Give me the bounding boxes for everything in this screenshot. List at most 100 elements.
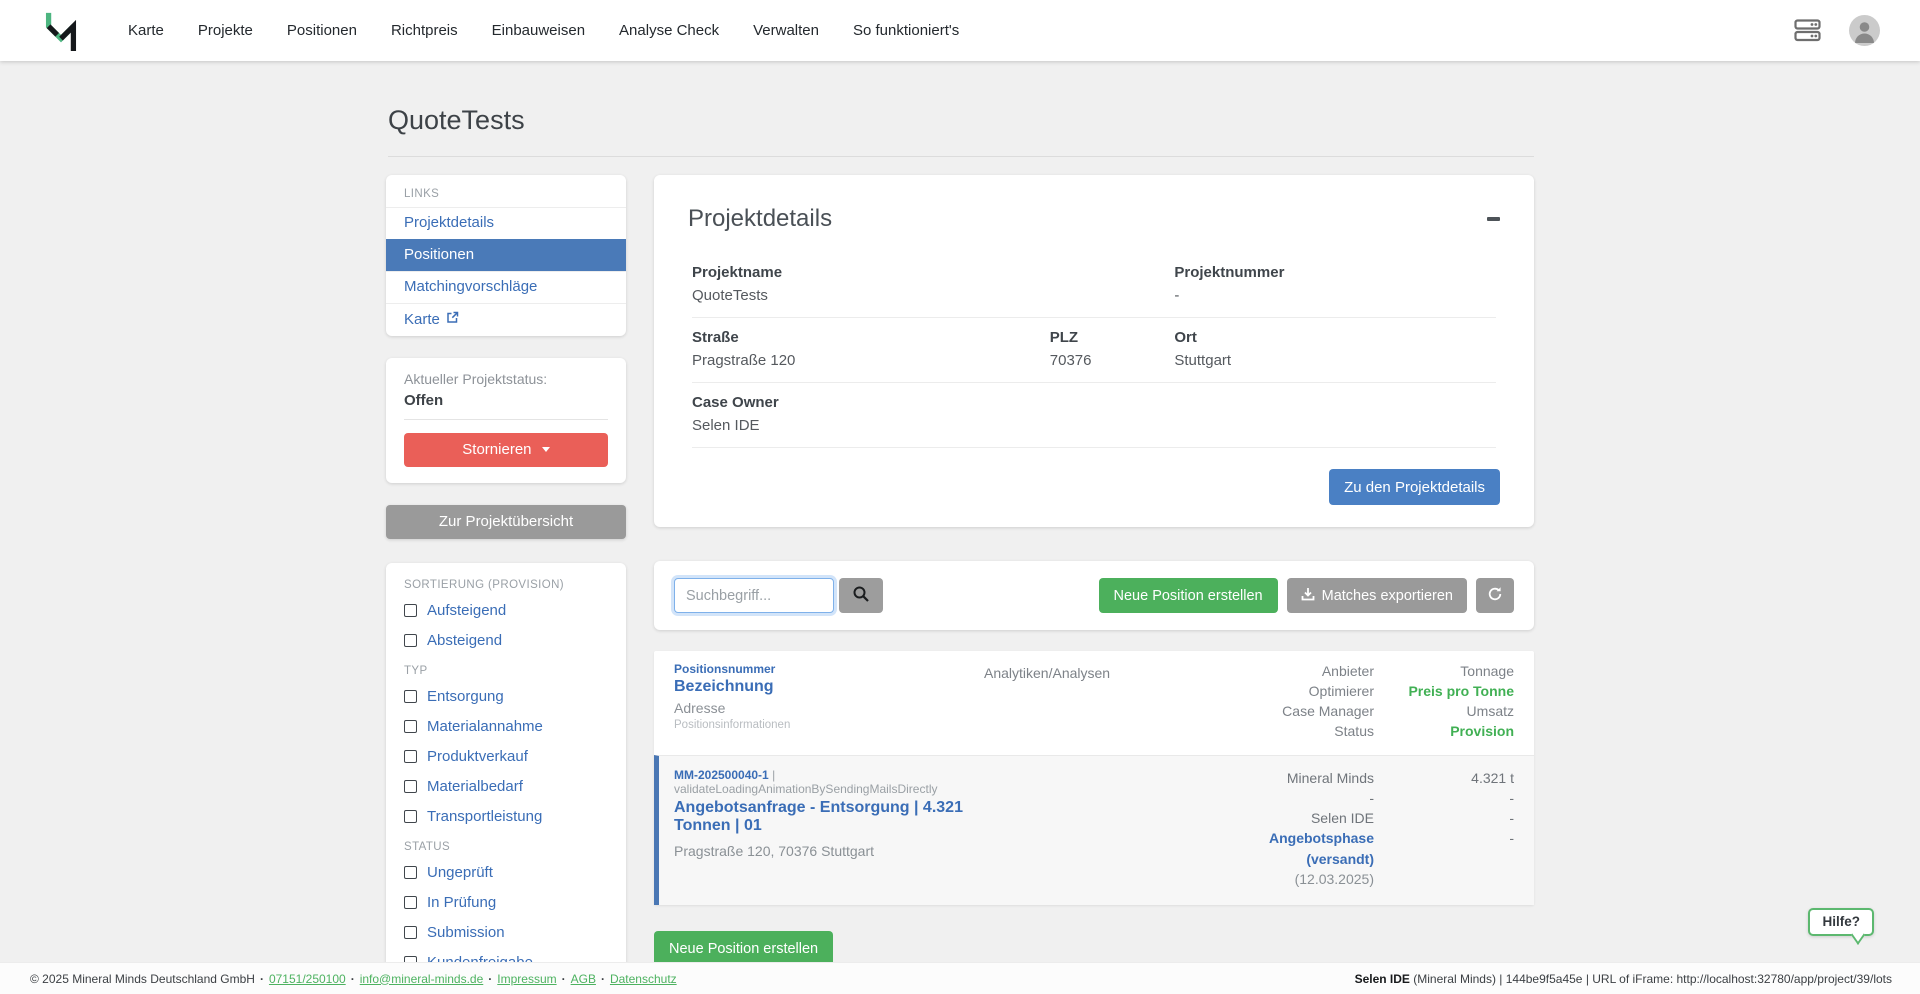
nav-item-so-funktionierts[interactable]: So funktioniert's — [852, 22, 960, 39]
filter-aufsteigend[interactable]: Aufsteigend — [404, 602, 608, 619]
position-umsatz: - — [1509, 810, 1514, 827]
links-card: LINKS Projektdetails Positionen Matching… — [386, 175, 626, 336]
col-umsatz: Umsatz — [1466, 702, 1514, 719]
datenschutz-link[interactable]: Datenschutz — [609, 971, 677, 986]
mineral-minds-logo[interactable] — [42, 10, 80, 52]
plz-value: 70376 — [1049, 352, 1092, 369]
nav-item-analyse-check[interactable]: Analyse Check — [619, 22, 720, 39]
collapse-icon[interactable] — [1487, 217, 1500, 221]
sidebar-item-matchingvorschlaege[interactable]: Matchingvorschläge — [386, 271, 626, 303]
project-details-card: Projektdetails Projektname QuoteTests Pr… — [654, 175, 1534, 527]
project-details-title: Projektdetails — [688, 205, 833, 232]
user-avatar-icon[interactable] — [1849, 15, 1880, 46]
sidebar-item-label[interactable]: Projektdetails — [404, 214, 495, 231]
filter-label: Materialbedarf — [427, 777, 523, 795]
links-card-header: LINKS — [404, 188, 440, 200]
field-row: Projektname QuoteTests Projektnummer - — [692, 253, 1496, 318]
filter-submission[interactable]: Submission — [404, 924, 608, 941]
filter-label: Submission — [427, 923, 505, 941]
refresh-button[interactable] — [1476, 578, 1514, 613]
search-input[interactable] — [674, 578, 834, 613]
filter-materialannahme[interactable]: Materialannahme — [404, 718, 608, 735]
field-row: Straße Pragstraße 120 PLZ 70376 Ort Stut… — [692, 318, 1496, 383]
nav-item-positionen[interactable]: Positionen — [286, 22, 357, 39]
filter-sort-header: SORTIERUNG (PROVISION) — [404, 578, 565, 591]
position-case-manager: Selen IDE — [1310, 810, 1374, 827]
server-rack-icon[interactable] — [1794, 19, 1821, 42]
sidebar-item-label[interactable]: Positionen — [404, 246, 475, 263]
help-button[interactable]: Hilfe? — [1808, 908, 1874, 936]
field-row: Case Owner Selen IDE — [692, 383, 1496, 448]
project-status-label: Aktueller Projektstatus: — [404, 370, 548, 387]
filter-in-pruefung[interactable]: In Prüfung — [404, 894, 608, 911]
filter-label: Ungeprüft — [427, 863, 493, 881]
email-link[interactable]: info@mineral-minds.de — [359, 971, 484, 986]
filter-materialbedarf[interactable]: Materialbedarf — [404, 778, 608, 795]
export-matches-button[interactable]: Matches exportieren — [1286, 578, 1467, 613]
sidebar-item-positionen[interactable]: Positionen — [386, 239, 626, 271]
project-status-value: Offen — [404, 391, 444, 409]
filter-transportleistung[interactable]: Transportleistung — [404, 808, 608, 825]
external-link-icon — [446, 311, 459, 328]
positions-table: Positionsnummer Bezeichnung Adresse Posi… — [654, 651, 1534, 906]
strasse-label: Straße — [692, 329, 739, 346]
create-position-bottom-button[interactable]: Neue Position erstellen — [654, 931, 834, 967]
filter-label: Transportleistung — [427, 807, 543, 825]
nav-item-einbauweisen[interactable]: Einbauweisen — [491, 22, 586, 39]
col-analytiken: Analytiken/Analysen — [984, 665, 1111, 681]
strasse-value: Pragstraße 120 — [692, 352, 796, 369]
nav-item-karte[interactable]: Karte — [128, 22, 164, 39]
checkbox-icon — [404, 809, 417, 823]
cancel-project-button[interactable]: Stornieren — [404, 432, 608, 467]
nav-item-projekte[interactable]: Projekte — [197, 22, 253, 39]
col-positionsinformationen: Positionsinformationen — [674, 719, 791, 731]
sidebar-item-karte[interactable]: Karte — [386, 303, 626, 336]
filter-entsorgung[interactable]: Entsorgung — [404, 688, 608, 705]
nav-item-verwalten[interactable]: Verwalten — [753, 22, 819, 39]
filter-label: Entsorgung — [427, 687, 504, 705]
session-user: Selen IDE — [1354, 971, 1410, 986]
page-title: QuoteTests — [388, 105, 1534, 157]
filter-label: Materialannahme — [427, 717, 543, 735]
filter-produktverkauf[interactable]: Produktverkauf — [404, 748, 608, 765]
project-status-card: Aktueller Projektstatus: Offen Storniere… — [386, 357, 626, 483]
col-tonnage: Tonnage — [1460, 663, 1514, 679]
filter-label: In Prüfung — [427, 893, 497, 911]
position-row[interactable]: MM-202500040-1 | validateLoadingAnimatio… — [654, 754, 1534, 906]
col-positionsnummer: Positionsnummer — [674, 662, 776, 676]
goto-project-details-button[interactable]: Zu den Projektdetails — [1329, 469, 1500, 505]
nav-item-richtpreis[interactable]: Richtpreis — [390, 22, 458, 39]
filter-label: Absteigend — [427, 631, 503, 649]
positions-table-header: Positionsnummer Bezeichnung Adresse Posi… — [654, 651, 1534, 755]
col-bezeichnung[interactable]: Bezeichnung — [674, 678, 774, 695]
projektnummer-value: - — [1174, 287, 1180, 304]
filter-ungeprueft[interactable]: Ungeprüft — [404, 864, 608, 881]
sidebar-item-label[interactable]: Karte — [404, 310, 440, 328]
position-title-link[interactable]: Angebotsanfrage - Entsorgung | 4.321 Ton… — [674, 798, 963, 834]
search-button[interactable] — [839, 578, 883, 613]
create-position-button[interactable]: Neue Position erstellen — [1098, 578, 1278, 613]
separator — [346, 972, 360, 986]
position-anbieter: Mineral Minds — [1286, 769, 1374, 786]
filter-label: Aufsteigend — [427, 601, 507, 619]
project-overview-button[interactable]: Zur Projektübersicht — [386, 504, 626, 539]
col-preis-pro-tonne: Preis pro Tonne — [1408, 682, 1514, 699]
footer-left: © 2025 Mineral Minds Deutschland GmbH 071… — [30, 972, 677, 986]
filter-absteigend[interactable]: Absteigend — [404, 632, 608, 649]
chevron-down-icon — [541, 447, 550, 456]
filter-label: Produktverkauf — [427, 747, 528, 765]
cancel-project-label: Stornieren — [462, 441, 532, 458]
ort-value: Stuttgart — [1174, 352, 1232, 369]
col-case-manager: Case Manager — [1282, 702, 1374, 719]
position-number[interactable]: MM-202500040-1 — [674, 767, 769, 782]
projektname-value: QuoteTests — [692, 287, 768, 304]
checkbox-icon — [404, 925, 417, 939]
agb-link[interactable]: AGB — [570, 971, 596, 986]
filter-status-header: STATUS — [404, 840, 451, 853]
impressum-link[interactable]: Impressum — [497, 971, 557, 986]
sidebar-item-label[interactable]: Matchingvorschläge — [404, 278, 538, 295]
checkbox-icon — [404, 719, 417, 733]
position-status-date: (12.03.2025) — [1294, 870, 1374, 887]
sidebar-item-projektdetails[interactable]: Projektdetails — [386, 207, 626, 239]
phone-link[interactable]: 07151/250100 — [268, 971, 346, 986]
